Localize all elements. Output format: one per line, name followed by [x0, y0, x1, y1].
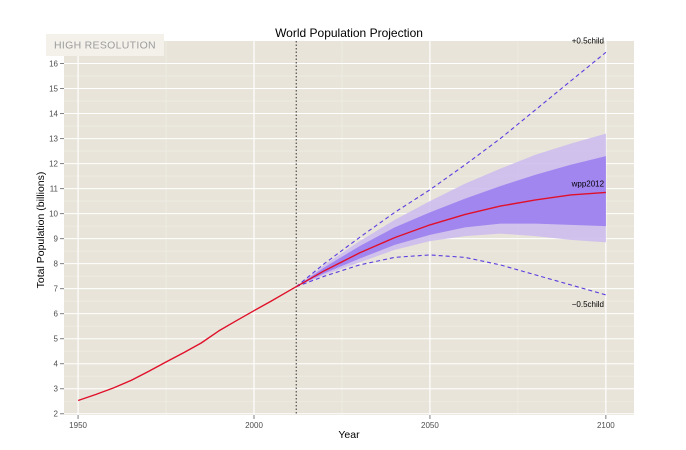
- series-label-0: wpp2012: [571, 179, 605, 188]
- series-lines: [77, 51, 607, 402]
- x-tick-label: 2100: [597, 421, 615, 430]
- y-tick-label: 7: [54, 285, 59, 294]
- x-tick-label: 1950: [69, 421, 87, 430]
- y-tick-label: 16: [49, 60, 58, 69]
- x-tick-label: 2050: [421, 421, 439, 430]
- x-tick-label: 2000: [245, 421, 263, 430]
- y-tick-label: 9: [54, 235, 59, 244]
- y-tick-label: 4: [54, 360, 59, 369]
- y-tick-label: 11: [50, 185, 59, 194]
- x-axis-ticks: 1950 2000 2050 2100: [69, 415, 615, 430]
- y-tick-label: 6: [54, 310, 59, 319]
- series-line-1: [295, 51, 607, 288]
- y-axis-title: Total Population (billions): [35, 172, 47, 289]
- series-line-2: [296, 254, 607, 296]
- series-line-0: [77, 191, 606, 402]
- y-tick-label: 12: [49, 160, 58, 169]
- y-tick-label: 5: [54, 335, 59, 344]
- x-axis-title: Year: [338, 429, 360, 441]
- y-tick-label: 14: [49, 110, 58, 119]
- y-axis-ticks: 2 3 4 5 6 7 8 9 10 11 12 13 14 15 16: [49, 60, 64, 419]
- high-resolution-badge: HIGH RESOLUTION: [46, 34, 164, 56]
- series-labels: wpp2012 +0.5child −0.5child: [571, 36, 605, 309]
- series-label-2: −0.5child: [572, 300, 604, 309]
- uncertainty-bands: [296, 133, 606, 287]
- y-tick-label: 3: [54, 385, 59, 394]
- y-tick-label: 13: [49, 135, 58, 144]
- y-tick-label: 2: [54, 410, 59, 419]
- band-80pct: [296, 156, 606, 287]
- series-label-1: +0.5child: [572, 36, 604, 45]
- chart-title: World Population Projection: [275, 26, 423, 40]
- badge-text: HIGH RESOLUTION: [54, 40, 156, 52]
- y-tick-label: 8: [54, 260, 59, 269]
- y-tick-label: 15: [49, 85, 58, 94]
- y-tick-label: 10: [49, 210, 58, 219]
